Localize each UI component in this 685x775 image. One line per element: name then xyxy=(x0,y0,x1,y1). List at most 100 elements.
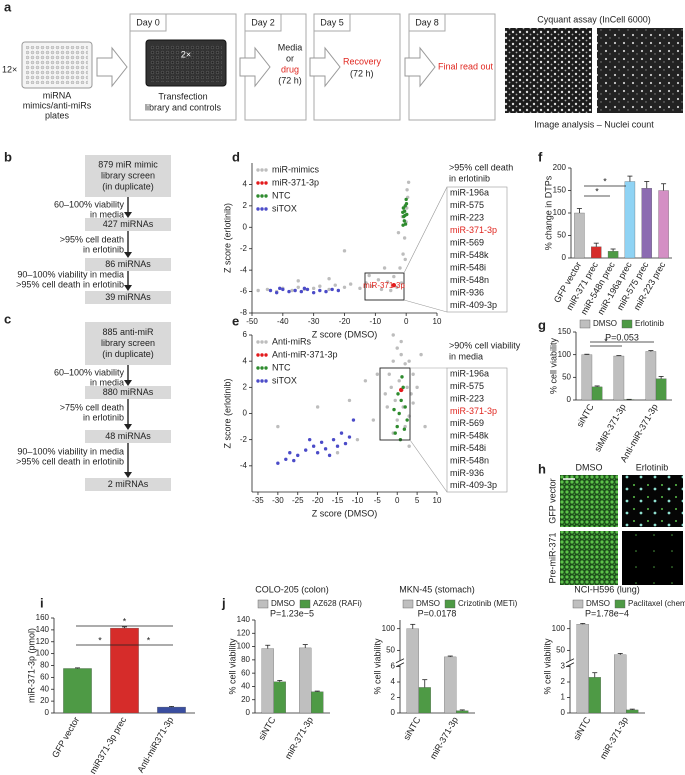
day-label: Day 0 xyxy=(136,17,160,27)
bar xyxy=(658,190,669,259)
axis-break xyxy=(396,660,404,665)
flow-step xyxy=(85,258,171,271)
point xyxy=(343,441,348,446)
x-tick-label: -5 xyxy=(374,496,382,505)
point xyxy=(299,289,304,294)
point xyxy=(288,451,292,455)
point xyxy=(395,285,399,289)
point xyxy=(401,206,406,210)
significance: * xyxy=(98,635,102,645)
flow-step-text: (in duplicate) xyxy=(102,181,154,191)
flow-arrowhead xyxy=(124,472,132,478)
legend-swatch xyxy=(260,340,264,344)
y-tick-label: 100 xyxy=(237,642,251,651)
day-tab xyxy=(129,13,167,32)
flow-step-text: 86 miRNAs xyxy=(105,259,151,269)
plate-wells xyxy=(26,46,88,84)
flow-condition: >75% cell death xyxy=(60,402,124,412)
point xyxy=(315,405,320,409)
y-tick-label: 100 xyxy=(552,624,566,633)
y-tick-label: 50 xyxy=(386,645,395,654)
flow-condition: >95% cell death xyxy=(60,234,124,244)
point xyxy=(395,346,399,350)
y-tick-label: 160 xyxy=(36,613,50,622)
legend-swatch xyxy=(260,353,264,357)
y-tick-label: 4 xyxy=(391,677,396,686)
media: or xyxy=(286,53,294,63)
callout-line xyxy=(409,439,448,493)
point xyxy=(401,252,405,256)
y-tick-label: 2 xyxy=(243,382,248,391)
significance: P=0.053 xyxy=(605,332,639,342)
column-label: DMSO xyxy=(576,462,603,472)
point xyxy=(399,281,404,285)
step-arrow xyxy=(239,46,271,88)
flow-step-text: library screen xyxy=(101,170,155,180)
flow-step xyxy=(85,322,171,365)
legend-swatch xyxy=(256,379,260,383)
y-tick-label: 2 xyxy=(243,201,248,210)
callout-item: miR-548k xyxy=(450,250,489,260)
legend-label: Anti-miR-371-3p xyxy=(272,349,338,359)
flow-step-text: 48 miRNAs xyxy=(105,431,151,441)
day-label: Day 8 xyxy=(415,17,439,27)
point xyxy=(339,431,344,435)
x-axis-label: Z score (DMSO) xyxy=(312,508,378,518)
point xyxy=(276,424,280,429)
x-tick-label: Anti-miR371-3p xyxy=(135,715,175,774)
point xyxy=(387,372,391,376)
point xyxy=(399,398,403,403)
y-tick-label: 20 xyxy=(40,696,49,705)
point xyxy=(318,284,322,288)
x-tick-label: miR-371-3p xyxy=(428,715,460,761)
point xyxy=(403,257,407,262)
x-tick-label: miR371-3p prec xyxy=(88,715,129,775)
x-tick-label: -15 xyxy=(332,496,344,505)
point xyxy=(391,333,395,337)
point xyxy=(311,444,316,448)
point xyxy=(265,287,270,292)
point xyxy=(382,266,387,270)
point xyxy=(403,222,408,226)
y-tick-label: 0 xyxy=(561,708,566,717)
callout-item: miR-548i xyxy=(450,443,486,453)
day-tab xyxy=(244,13,282,32)
flow-arrowhead xyxy=(124,424,132,430)
legend-label: siTOX xyxy=(272,375,297,385)
point xyxy=(342,285,347,289)
point xyxy=(375,372,380,376)
panel-label: b xyxy=(4,149,12,164)
legend-label: Anti-miRs xyxy=(272,336,312,346)
flow-step xyxy=(85,218,171,231)
callout-title: >95% cell death xyxy=(449,162,513,172)
y-tick-label: 50 xyxy=(562,372,571,381)
x-axis-label: Z score (DMSO) xyxy=(312,329,378,339)
y-tick-label: 100 xyxy=(382,624,396,633)
row-label: Pre-miR-371 xyxy=(547,532,557,583)
x-tick-label: siNTC xyxy=(575,402,596,429)
point xyxy=(403,362,407,366)
bar xyxy=(655,378,667,401)
point xyxy=(389,385,393,390)
legend-swatch xyxy=(264,168,268,172)
point xyxy=(274,290,279,295)
x-tick-label: miR-371-3p xyxy=(283,715,315,761)
point xyxy=(400,375,404,379)
point xyxy=(402,427,407,431)
y-tick-label: 6 xyxy=(243,330,248,339)
y-tick-label: 60 xyxy=(40,672,49,681)
media: drug xyxy=(281,64,299,74)
bar xyxy=(63,668,92,714)
bar xyxy=(273,681,286,714)
assay-image xyxy=(597,28,683,113)
callout-item: miR-196a xyxy=(450,369,489,379)
y-tick-label: 150 xyxy=(553,186,567,195)
y-tick-label: 100 xyxy=(36,649,50,658)
y-tick-label: 4 xyxy=(243,180,248,189)
legend-swatch xyxy=(299,599,311,609)
bar xyxy=(311,691,324,714)
point xyxy=(399,352,403,357)
point xyxy=(403,405,407,409)
